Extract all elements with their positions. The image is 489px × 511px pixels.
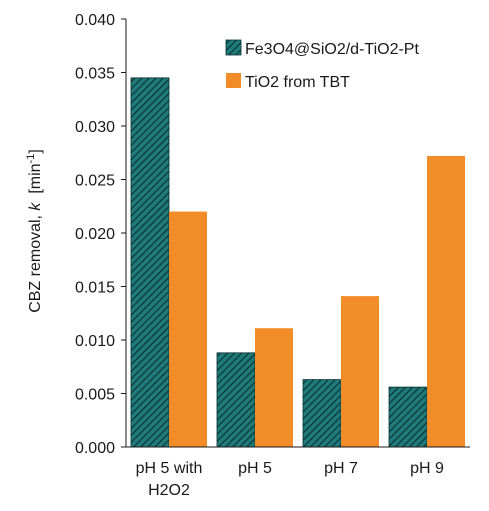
y-tick-label: 0.015 bbox=[75, 280, 115, 297]
x-tick-label: pH 9 bbox=[410, 460, 444, 477]
legend-swatch-tio2 bbox=[226, 73, 241, 88]
legend-label-tio2: TiO2 from TBT bbox=[245, 74, 350, 91]
x-tick-label-line: H2O2 bbox=[148, 482, 190, 499]
bar-series2-cat3 bbox=[341, 296, 379, 447]
legend: Fe3O4@SiO2/d-TiO2-Pt TiO2 from TBT bbox=[225, 39, 419, 91]
x-tick-label: pH 7 bbox=[324, 460, 358, 477]
x-tick-label-line: pH 5 bbox=[238, 460, 272, 477]
y-tick-label: 0.035 bbox=[75, 66, 115, 83]
x-tick-label: pH 5 bbox=[238, 460, 272, 477]
y-tick-label: 0.010 bbox=[75, 333, 115, 350]
y-axis-label-close: ] bbox=[27, 149, 44, 153]
x-tick-label: pH 5 with H2O2 bbox=[136, 460, 203, 499]
y-axis-label: CBZ removal, k [min-1] bbox=[25, 149, 44, 313]
legend-swatch-fe3o4 bbox=[225, 39, 242, 56]
y-tick-label: 0.020 bbox=[75, 226, 115, 243]
legend-label-fe3o4: Fe3O4@SiO2/d-TiO2-Pt bbox=[245, 41, 419, 58]
bar-series2-cat1 bbox=[169, 211, 207, 447]
bar-series1-cat4 bbox=[388, 386, 428, 448]
y-axis-label-symbol: k bbox=[27, 202, 44, 211]
y-tick-label: 0.040 bbox=[75, 12, 115, 29]
bar-series1-cat3 bbox=[302, 379, 342, 448]
y-tick-label: 0.000 bbox=[75, 440, 115, 457]
axes bbox=[121, 18, 470, 448]
y-axis-label-exponent: -1 bbox=[25, 154, 37, 164]
bar-series2-cat4 bbox=[427, 155, 465, 447]
y-tick-label: 0.030 bbox=[75, 119, 115, 136]
y-tick-label: 0.005 bbox=[75, 387, 115, 404]
x-tick-label-line: pH 9 bbox=[410, 460, 444, 477]
y-tick-label: 0.025 bbox=[75, 173, 115, 190]
x-tick-labels: pH 5 with H2O2 pH 5 pH 7 pH 9 bbox=[136, 460, 444, 499]
x-tick-label-line: pH 7 bbox=[324, 460, 358, 477]
bar-series2-cat2 bbox=[255, 328, 293, 447]
y-tick-labels: 0.000 0.005 0.010 0.015 0.020 0.025 0.030 0.035… bbox=[75, 12, 115, 457]
y-axis-label-prefix: CBZ removal, bbox=[27, 211, 44, 313]
bar-series1-cat2 bbox=[216, 352, 256, 448]
bar-series1-cat1 bbox=[130, 77, 170, 448]
plot-area bbox=[130, 77, 465, 448]
y-axis-label-unit: [min bbox=[27, 163, 44, 202]
x-tick-label-line: pH 5 with bbox=[136, 460, 203, 477]
